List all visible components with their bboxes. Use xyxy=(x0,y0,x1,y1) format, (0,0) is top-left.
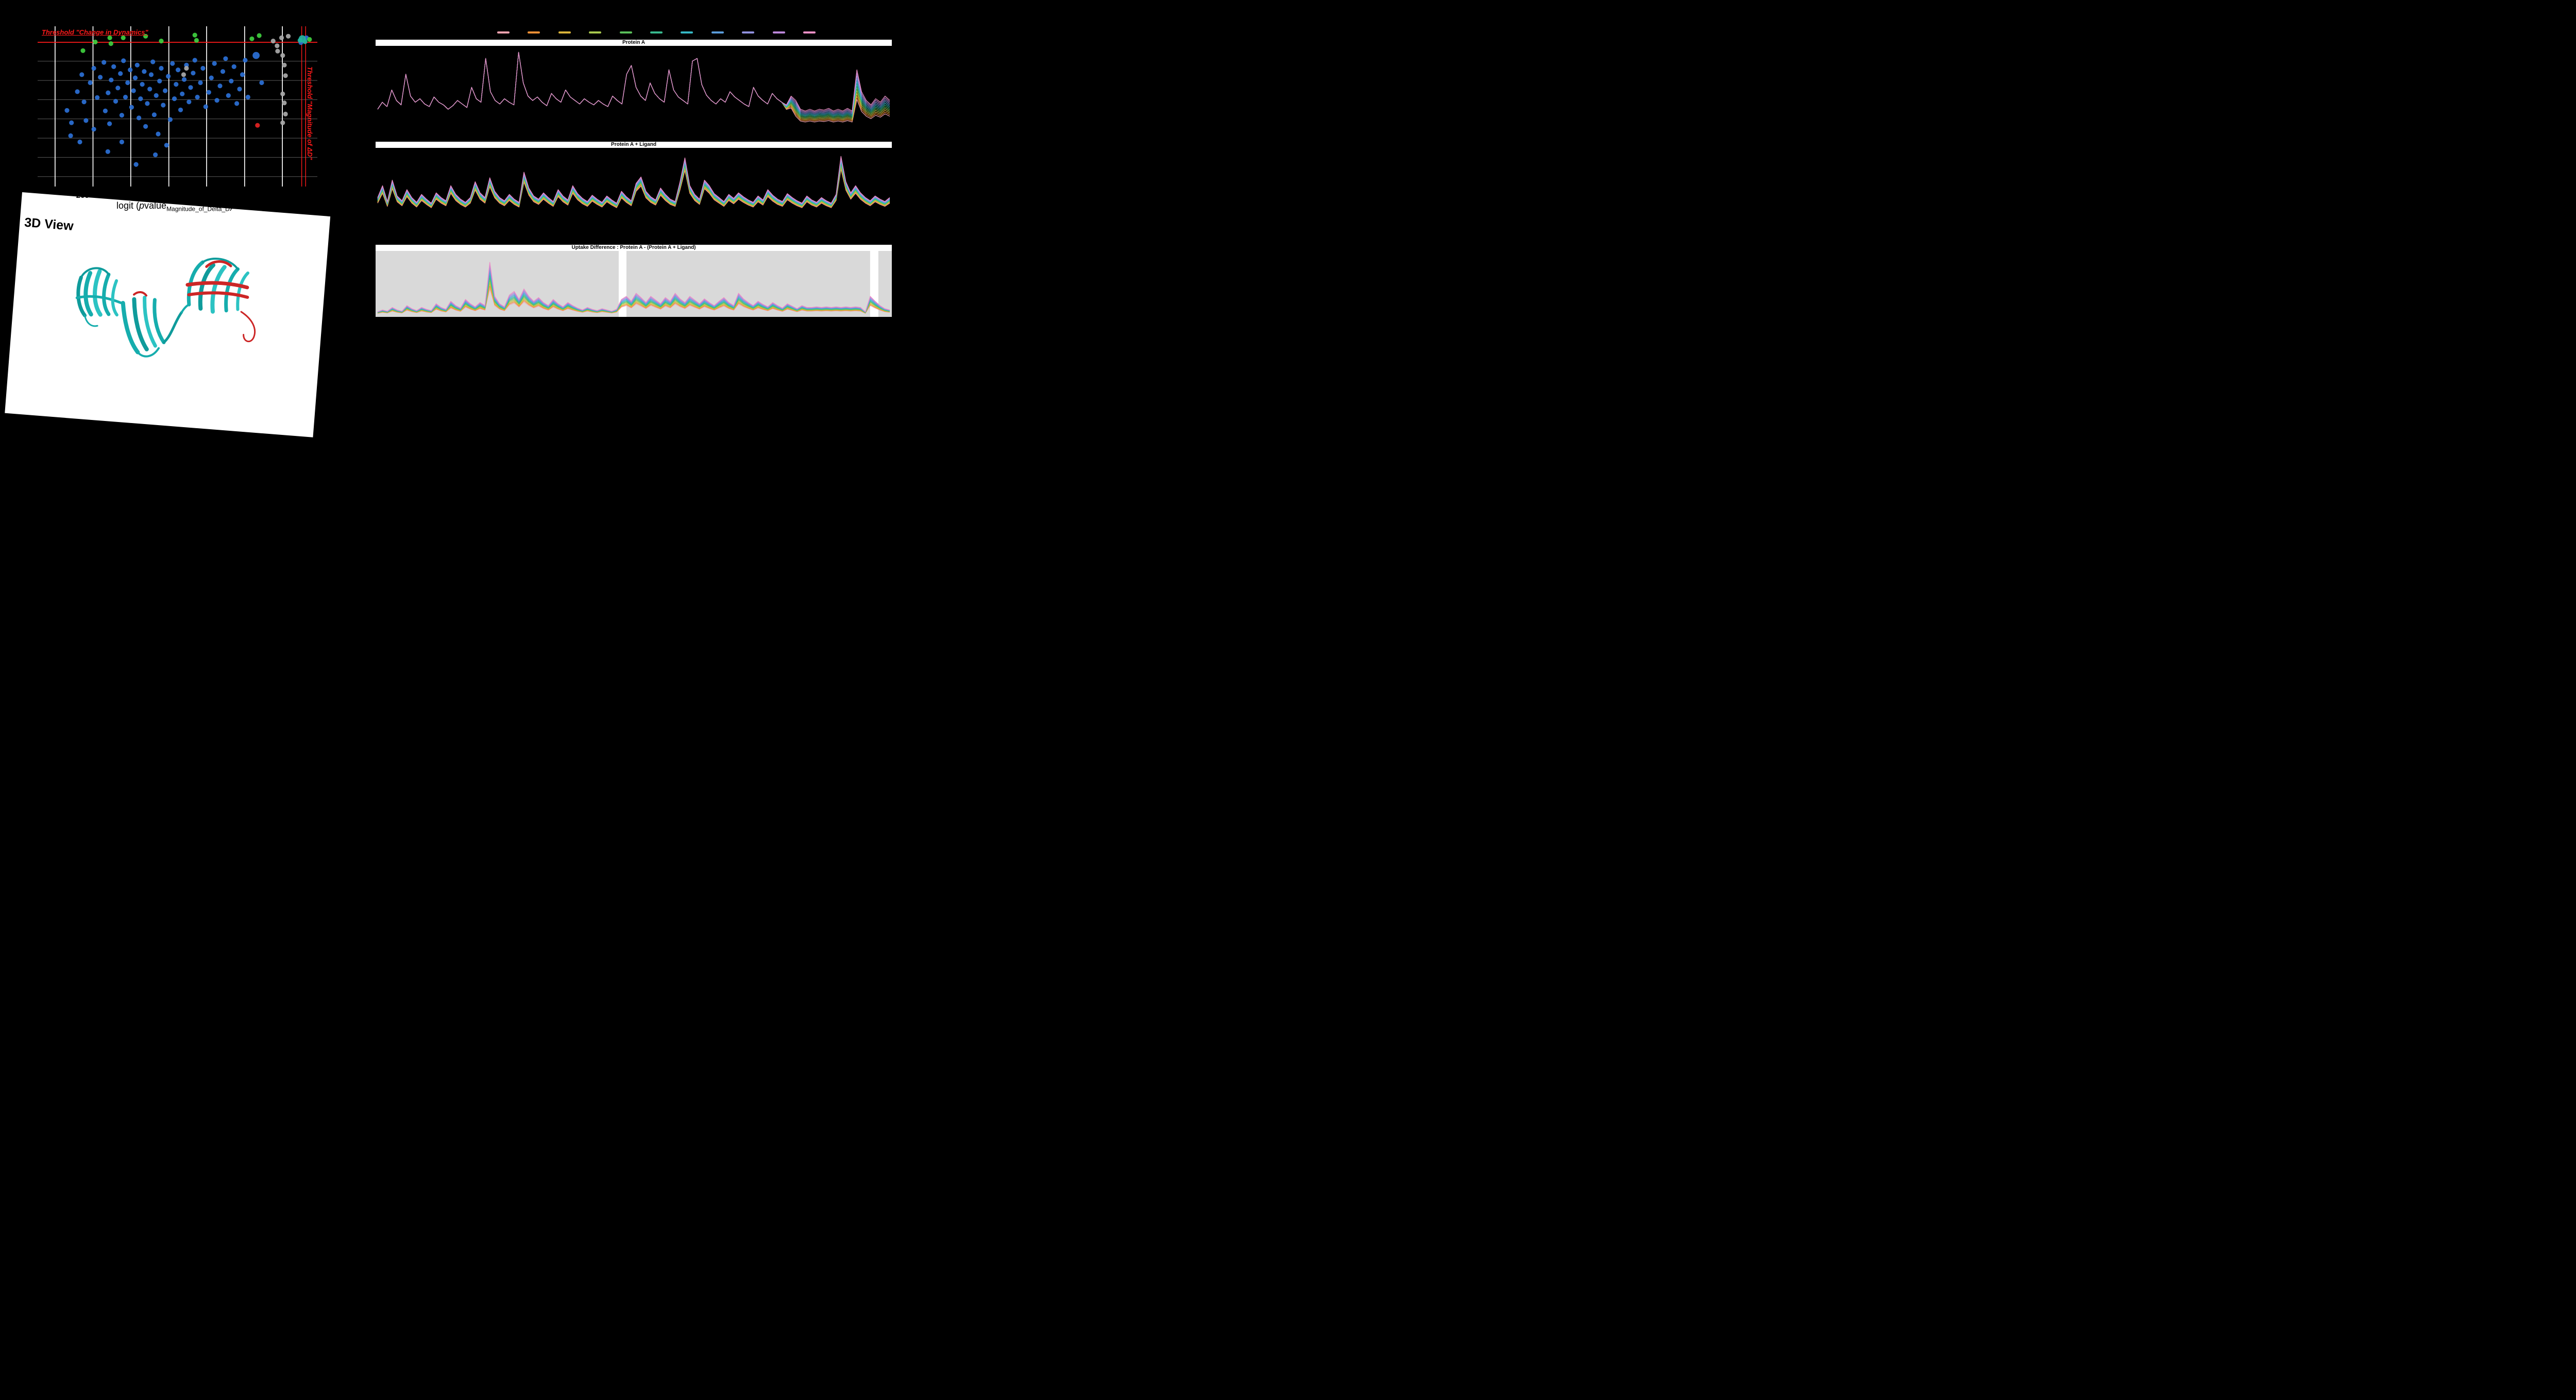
legend-color-dash[interactable] xyxy=(589,31,602,33)
panel-title-protein-a-ligand: Protein A + Ligand xyxy=(376,142,892,148)
x-label-value: value xyxy=(144,200,167,211)
uptake-chart-protein-a-ligand[interactable] xyxy=(376,148,892,231)
panel-title-text: Uptake Difference : Protein A - (Protein… xyxy=(571,245,696,250)
panel-title-uptake-difference: Uptake Difference : Protein A - (Protein… xyxy=(376,245,892,251)
x-label-subscript: Magnitude_of_Delta_D xyxy=(166,205,230,213)
legend-color-dash[interactable] xyxy=(681,31,693,33)
x-label-prefix: logit ( xyxy=(116,200,140,211)
x-label-p: p xyxy=(139,200,145,211)
legend-color-dash[interactable] xyxy=(650,31,663,33)
exposure-legend xyxy=(497,31,816,33)
volcano-canvas[interactable] xyxy=(38,26,317,187)
threshold-dynamics-label: Threshold "Change in Dynamics" xyxy=(42,28,148,36)
panel-title-text: Protein A xyxy=(622,40,646,45)
legend-color-dash[interactable] xyxy=(803,31,816,33)
uptake-chart-protein-a[interactable] xyxy=(376,46,892,138)
volcano-x-tick: −200 xyxy=(72,191,89,200)
legend-color-dash[interactable] xyxy=(528,31,540,33)
legend-color-dash[interactable] xyxy=(772,31,785,33)
x-label-close: ) xyxy=(229,200,233,211)
volcano-plot[interactable]: Threshold "Change in Dynamics" Threshold… xyxy=(38,26,317,187)
structure-3d-title: 3D View xyxy=(24,215,74,233)
legend-color-dash[interactable] xyxy=(619,31,632,33)
legend-color-dash[interactable] xyxy=(742,31,755,33)
threshold-magnitude-label: Threshold "Magnitude of ΔD" xyxy=(306,66,314,160)
panel-title-text: Protein A + Ligand xyxy=(611,142,656,147)
protein-ribbon-structure[interactable] xyxy=(52,240,282,375)
legend-color-dash[interactable] xyxy=(497,31,510,33)
volcano-x-axis-label: logit (pvalueMagnitude_of_Delta_D) xyxy=(116,200,233,213)
legend-color-dash[interactable] xyxy=(711,31,724,33)
structure-3d-card: 3D View xyxy=(5,192,331,437)
panel-title-protein-a: Protein A xyxy=(376,40,892,46)
legend-color-dash[interactable] xyxy=(558,31,571,33)
uptake-difference-chart[interactable] xyxy=(376,251,892,317)
